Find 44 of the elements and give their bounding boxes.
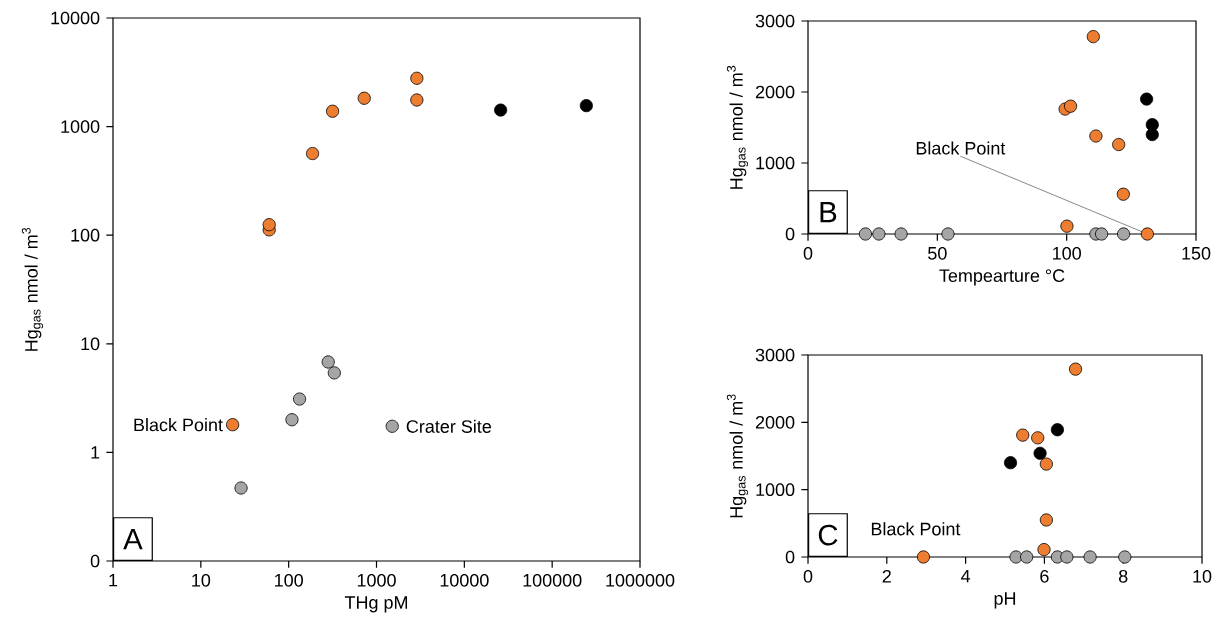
y-tick-label: 1000 bbox=[756, 483, 795, 497]
y-tick-label: 1000 bbox=[61, 120, 100, 133]
annotation: Black Point bbox=[871, 522, 961, 536]
y-tick-label: 2000 bbox=[755, 85, 795, 99]
x-tick-label: 10000 bbox=[440, 573, 489, 587]
x-tick-label: 0 bbox=[803, 246, 813, 260]
x-tick-label: 50 bbox=[928, 246, 947, 260]
x-tick-label: 100 bbox=[1053, 246, 1081, 260]
y-tick-label: 0 bbox=[785, 550, 795, 564]
y-tick-label: 1000 bbox=[756, 156, 795, 170]
x-tick-label: 4 bbox=[961, 569, 971, 583]
y-tick-label: 2000 bbox=[755, 415, 795, 429]
annotation: Black Point bbox=[916, 141, 1006, 155]
annotation: B bbox=[820, 201, 837, 223]
x-tick-label: 1000 bbox=[357, 573, 396, 587]
y-tick-label: 10 bbox=[81, 337, 100, 351]
y-axis-title: Hg$_{gas}$ nmol / m$^{3}$ bbox=[726, 65, 749, 189]
x-tick-label: 2 bbox=[882, 569, 891, 583]
x-tick-label: 6 bbox=[1040, 569, 1049, 583]
annotation: C bbox=[818, 524, 838, 546]
y-tick-label: 3000 bbox=[755, 348, 795, 362]
x-tick-label: 10 bbox=[1193, 569, 1212, 583]
annotation: Crater Site bbox=[406, 419, 492, 433]
x-tick-label: 150 bbox=[1182, 246, 1211, 260]
x-tick-label: 100000 bbox=[523, 573, 582, 587]
x-tick-label: 1000000 bbox=[606, 573, 675, 587]
y-tick-label: 0 bbox=[785, 227, 795, 241]
x-axis-title: pH bbox=[994, 592, 1016, 609]
x-tick-label: 8 bbox=[1118, 569, 1128, 583]
y-tick-label: 3000 bbox=[755, 14, 795, 28]
y-tick-label: 0 bbox=[90, 554, 100, 568]
x-axis-title: Tempearture °C bbox=[939, 269, 1065, 286]
annotation: A bbox=[123, 528, 143, 550]
x-axis-title: THg pM bbox=[344, 596, 408, 613]
annotation: Black Point bbox=[134, 418, 223, 432]
x-tick-label: 10 bbox=[192, 573, 211, 587]
x-tick-label: 1 bbox=[109, 573, 118, 587]
x-tick-label: 0 bbox=[803, 569, 813, 583]
y-tick-label: 10000 bbox=[51, 11, 100, 25]
y-axis-title: Hg$_{gas}$ nmol / m$^{3}$ bbox=[726, 394, 749, 518]
y-axis-title: Hg$_{gas}$ nmol / m$^{3}$ bbox=[21, 227, 44, 351]
x-tick-label: 100 bbox=[275, 573, 303, 587]
y-tick-label: 100 bbox=[71, 228, 100, 242]
y-tick-label: 1 bbox=[91, 446, 100, 459]
